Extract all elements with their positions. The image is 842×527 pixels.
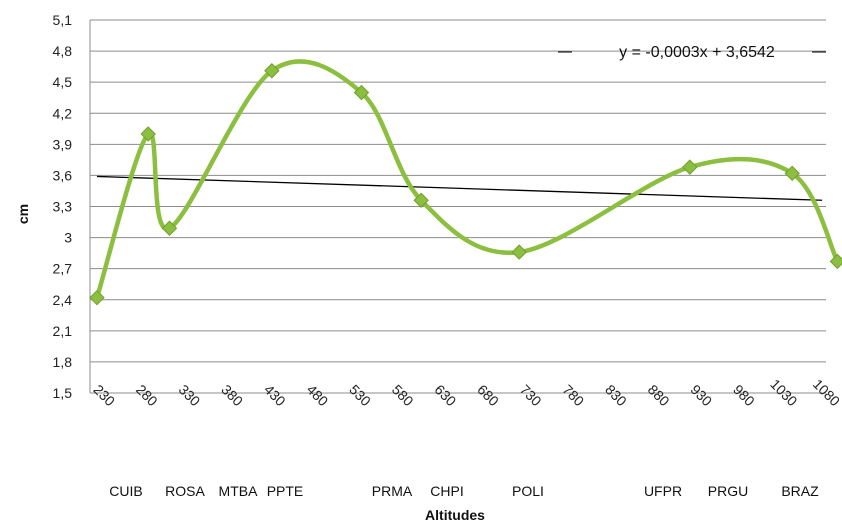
trendline-group: y = -0,0003x + 3,6542 [96,44,826,201]
y-tick-label: 1,8 [53,354,73,370]
y-tick-label: 2,4 [53,292,73,308]
x-tick-label: 730 [517,381,545,409]
y-tick-label: 2,7 [53,261,73,277]
data-point [89,289,105,306]
x-tick-label: 230 [90,381,118,409]
x-tick-label: 630 [432,381,460,409]
data-point [511,244,527,260]
site-label: UFPR [644,483,682,499]
data-point [140,126,156,142]
series-line [94,59,840,300]
site-label: CHPI [430,483,463,499]
site-label: MTBA [219,483,259,499]
site-label: POLI [512,483,544,499]
data-point [784,165,800,182]
x-tick-label: 780 [560,381,588,409]
site-label: BRAZ [781,483,819,499]
y-tick-label: 4,2 [53,105,73,121]
y-tick-label: 1,5 [53,385,73,401]
data-point [413,192,429,208]
data-point [829,253,842,270]
x-tick-label: 280 [133,381,161,409]
site-labels: CUIB ROSA MTBA PPTE PRMA CHPI POLI UFPR PRGU BRAZ [109,483,819,499]
site-label: PRGU [708,483,748,499]
x-tick-label: 530 [346,381,374,409]
gridlines [89,19,826,394]
y-tick-label: 4,5 [53,74,73,90]
site-label: CUIB [109,483,142,499]
x-tick-label: 830 [602,381,630,409]
x-tick-label: 680 [474,381,502,409]
data-point [264,63,280,79]
x-axis-title: Altitudes [425,507,485,523]
y-tick-label: 3,6 [53,167,73,183]
y-tick-label: 3 [64,230,72,246]
series-group [89,59,842,306]
data-point [161,220,178,236]
x-tick-label: 580 [389,381,417,409]
x-tick-label: 880 [645,381,673,409]
y-tick-label: 3,9 [53,136,73,152]
y-axis-ticks: 1,5 1,8 2,1 2,4 2,7 3 3,3 3,6 3,9 4,2 4,5 4,8 5,1 [53,12,73,401]
y-tick-label: 5,1 [53,12,73,28]
data-point [353,84,370,101]
x-tick-label: 480 [304,381,332,409]
y-tick-label: 2,1 [53,323,73,339]
trendline-equation: y = -0,0003x + 3,6542 [619,44,775,61]
site-label: PPTE [267,483,304,499]
y-axis-title: cm [15,204,31,224]
site-label: ROSA [165,483,205,499]
x-tick-label: 980 [730,381,758,409]
y-tick-label: 4,8 [53,43,73,59]
site-label: PRMA [372,483,413,499]
x-tick-label: 330 [176,381,204,409]
x-tick-label: 930 [687,381,715,409]
x-tick-label: 380 [218,381,246,409]
x-tick-label: 430 [261,381,289,409]
trendline [96,175,823,201]
y-tick-label: 3,3 [53,199,73,215]
data-point [682,159,698,175]
